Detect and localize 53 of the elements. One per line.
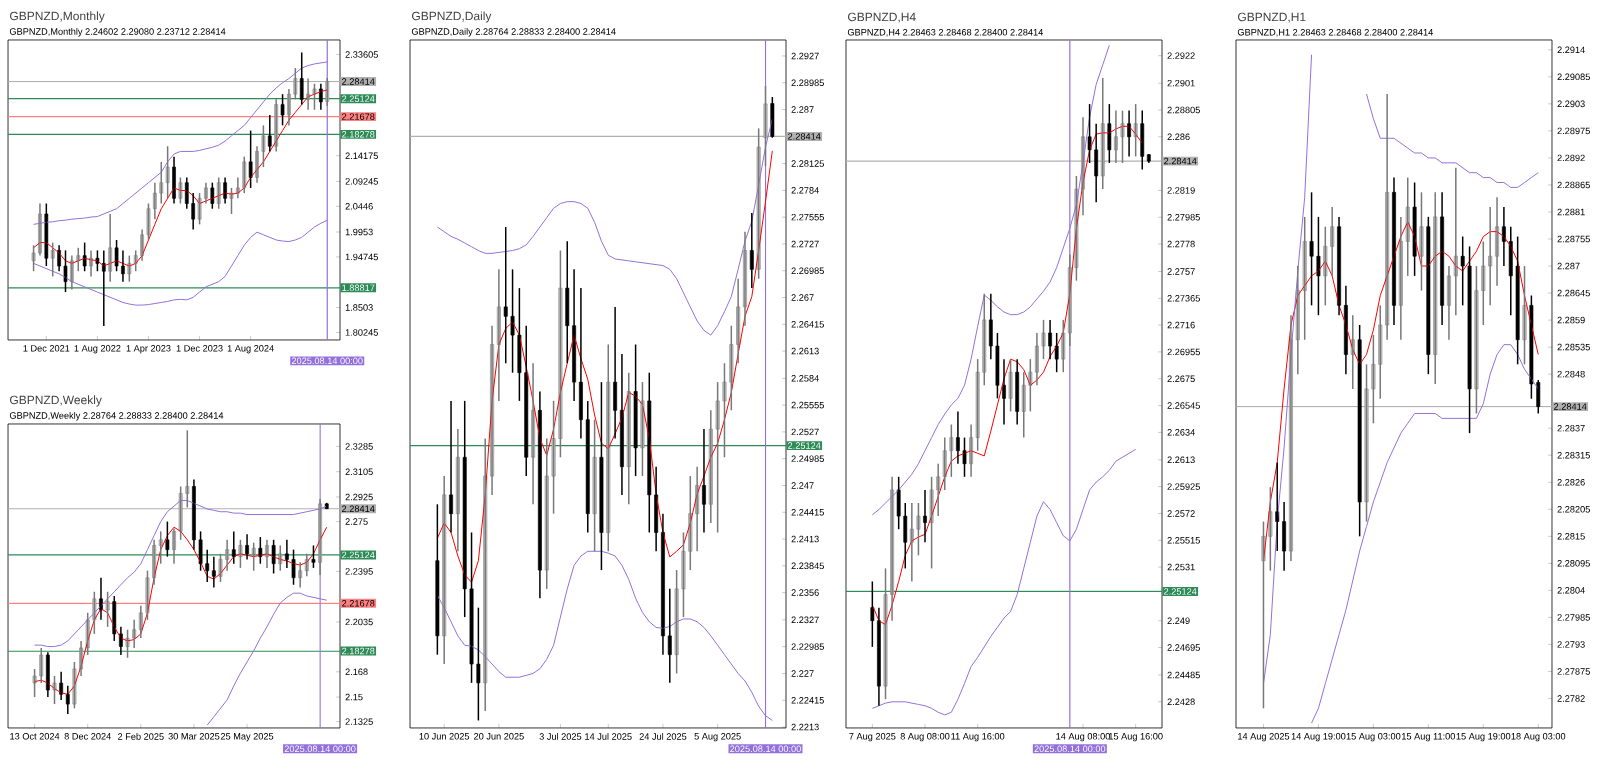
candlestick	[52, 675, 57, 705]
candlestick	[1133, 103, 1138, 158]
candlestick	[178, 176, 183, 205]
candlestick	[1316, 216, 1321, 316]
candlestick	[312, 82, 317, 111]
candlestick	[1309, 191, 1314, 307]
candlestick	[44, 202, 49, 267]
candlestick	[50, 241, 55, 278]
candlestick	[1107, 103, 1112, 164]
candlestick	[1529, 294, 1534, 400]
candlestick	[1467, 245, 1472, 434]
candlestick	[125, 628, 130, 659]
candlestick	[63, 249, 68, 293]
candlestick	[606, 343, 611, 553]
candlestick	[1474, 265, 1479, 415]
candlestick	[633, 343, 638, 477]
candlestick	[1426, 216, 1431, 375]
candlestick	[1412, 181, 1417, 277]
candlestick	[1522, 265, 1527, 366]
candlestick	[510, 268, 515, 374]
candlestick	[1515, 235, 1520, 366]
line-series	[871, 125, 1143, 626]
candlestick	[248, 129, 253, 189]
candlestick	[165, 145, 170, 200]
candlestick	[1364, 363, 1369, 523]
candlestick	[82, 241, 87, 272]
candlestick	[592, 418, 597, 553]
candlestick	[544, 437, 549, 590]
candlestick	[271, 539, 276, 575]
candlestick	[1268, 486, 1273, 572]
candlestick	[210, 181, 215, 210]
candlestick	[291, 548, 296, 586]
line-series	[436, 150, 773, 583]
candlestick	[763, 85, 768, 167]
candlestick	[1120, 109, 1125, 164]
candlestick	[756, 127, 761, 280]
candlestick	[770, 96, 775, 139]
candlestick	[127, 254, 132, 283]
candlestick	[599, 381, 604, 571]
candlestick	[105, 591, 110, 628]
candlestick	[1357, 324, 1362, 538]
candlestick	[165, 520, 170, 558]
candlestick	[258, 536, 263, 565]
candlestick	[311, 544, 316, 569]
candlestick	[503, 226, 508, 365]
candlestick	[238, 539, 243, 569]
candlestick	[435, 503, 440, 656]
candlestick	[640, 381, 645, 477]
candlestick	[1008, 358, 1013, 413]
candlestick	[280, 93, 285, 127]
candlestick	[251, 541, 256, 572]
candlestick	[715, 381, 720, 534]
candlestick	[1419, 191, 1424, 292]
